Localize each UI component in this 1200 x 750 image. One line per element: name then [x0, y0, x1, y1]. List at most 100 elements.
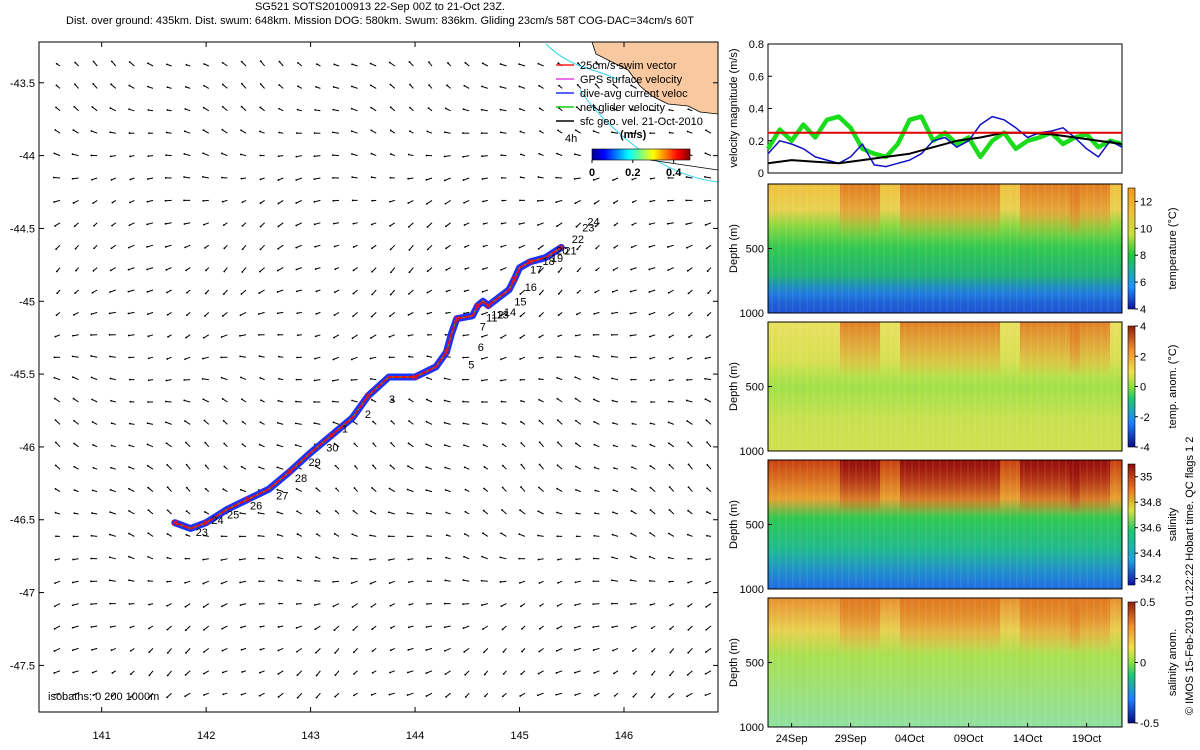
velocity-arrowhead [296, 510, 298, 513]
velocity-arrow [332, 379, 340, 382]
velocity-arrowhead [464, 696, 467, 698]
velocity-arrow [556, 512, 563, 515]
velocity-arrowhead [128, 108, 131, 111]
velocity-arrow [389, 62, 396, 67]
velocity-arrowhead [204, 441, 207, 444]
section-ytick-label: 1000 [740, 584, 764, 596]
velocity-arrowhead [612, 179, 614, 182]
velocity-arrow [278, 670, 284, 675]
velocity-arrowhead [239, 581, 242, 584]
velocity-arrowhead [669, 674, 671, 677]
velocity-arrowhead [146, 290, 149, 293]
velocity-arrow [630, 108, 637, 112]
velocity-arrowhead [480, 579, 483, 582]
velocity-arrowhead [537, 62, 540, 65]
velocity-arrow [481, 334, 488, 338]
velocity-arrowhead [128, 378, 131, 381]
track-position-marker [474, 302, 481, 309]
velocity-arrowhead [93, 224, 95, 227]
velocity-arrow [184, 692, 191, 697]
velocity-arrowhead [443, 377, 446, 380]
velocity-arrow [389, 692, 395, 696]
velocity-arrowhead [629, 312, 632, 315]
velocity-arrow [277, 511, 284, 515]
velocity-arrowhead [685, 399, 688, 402]
velocity-arrow [335, 738, 339, 739]
velocity-arrowhead [164, 222, 167, 225]
velocity-arrowhead [147, 379, 150, 382]
velocity-arrow [500, 86, 507, 89]
velocity-arrowhead [332, 199, 335, 202]
velocity-arrowhead [110, 60, 113, 63]
velocity-arrow [538, 510, 544, 515]
velocity-arrow [667, 244, 674, 248]
velocity-arrowhead [295, 202, 298, 204]
velocity-arrow [203, 129, 210, 134]
velocity-arrow [687, 267, 693, 272]
velocity-arrow [91, 625, 98, 628]
velocity-arrowhead [537, 247, 540, 250]
velocity-arrowhead [611, 131, 613, 134]
velocity-arrowhead [389, 248, 392, 251]
velocity-arrowhead [388, 356, 391, 359]
velocity-arrowhead [239, 604, 242, 606]
velocity-arrowhead [520, 463, 523, 466]
velocity-arrow [55, 442, 61, 448]
section-xtick-label: 24Sep [776, 733, 808, 745]
velocity-arrowhead [147, 509, 150, 512]
velocity-arrow [222, 312, 228, 317]
velocity-arrowhead [334, 738, 336, 740]
velocity-arrowhead [592, 603, 595, 605]
velocity-arrowhead [462, 132, 464, 134]
velocity-arrowhead [425, 466, 428, 469]
velocity-arrowhead [166, 486, 169, 489]
velocity-arrow [370, 334, 377, 339]
velocity-arrowhead [631, 650, 634, 652]
velocity-arrowhead [204, 511, 206, 513]
velocity-arrowhead [556, 487, 559, 490]
velocity-arrowhead [519, 176, 522, 179]
velocity-arrowhead [203, 694, 205, 696]
velocity-arrowhead [128, 246, 130, 249]
velocity-arrow [277, 489, 284, 493]
velocity-arrowhead [53, 650, 56, 652]
velocity-arrowhead [147, 556, 150, 558]
velocity-arrowhead [685, 176, 688, 178]
velocity-arrow [444, 422, 451, 425]
velocity-arrow [538, 670, 544, 675]
map-colorbar: (m/s) 0 0.2 0.4 [589, 129, 691, 179]
section-colorbar-tick-label: -0.5 [1140, 718, 1159, 730]
velocity-arrowhead [277, 225, 280, 228]
velocity-arrow [630, 334, 637, 337]
velocity-arrow [54, 670, 61, 674]
velocity-arrowhead [686, 130, 689, 133]
velocity-arrowhead [555, 672, 558, 674]
velocity-arrowhead [295, 487, 298, 490]
velocity-arrow [574, 153, 581, 157]
velocity-arrowhead [354, 465, 356, 467]
velocity-arrow [705, 378, 712, 381]
velocity-arrow [537, 534, 544, 537]
velocity-series [766, 114, 1123, 168]
velocity-arrow [370, 84, 377, 89]
velocity-arrowhead [409, 130, 411, 133]
velocity-arrowhead [313, 604, 316, 606]
velocity-arrow [353, 625, 358, 631]
section-heatmap-feature [1070, 598, 1110, 653]
section-ytick-label: 500 [746, 382, 764, 394]
velocity-arrowhead [538, 152, 541, 155]
velocity-arrowhead [315, 674, 318, 677]
velocity-arrow [520, 334, 526, 339]
velocity-arrowhead [295, 627, 298, 629]
map-colorbar-bar [591, 148, 691, 161]
velocity-arrowhead [632, 718, 634, 720]
velocity-arrowhead [221, 605, 223, 608]
velocity-arrowhead [445, 556, 447, 559]
track-day-label: 5 [468, 359, 474, 371]
velocity-arrow [538, 267, 544, 273]
velocity-arrow [258, 535, 265, 537]
velocity-arrowhead [220, 336, 223, 338]
velocity-arrow [687, 442, 693, 448]
velocity-arrowhead [221, 83, 224, 86]
